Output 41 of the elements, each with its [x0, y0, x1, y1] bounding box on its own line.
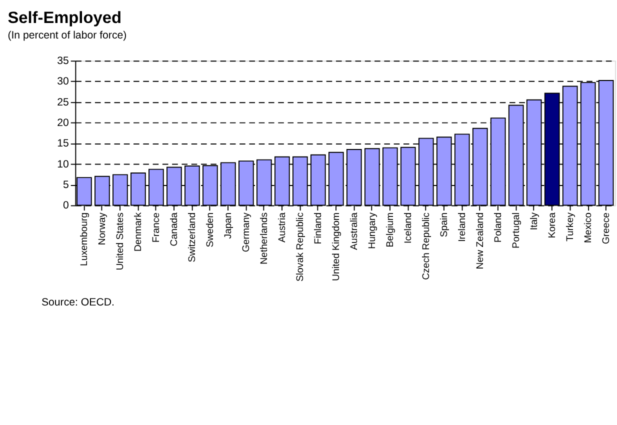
x-tick-label: Ireland [457, 212, 468, 242]
x-tick-label: Spain [439, 212, 450, 238]
x-tick-label: Canada [169, 212, 180, 246]
x-tick-label: Iceland [403, 212, 414, 244]
x-tick-label: Hungary [367, 212, 378, 249]
x-tick-label: Luxembourg [79, 212, 90, 266]
x-tick-label: Slovak Republic [295, 212, 306, 282]
x-tick-label: New Zealand [474, 212, 486, 270]
x-tick-label: Poland [492, 212, 504, 242]
x-tick-label: Sweden [205, 212, 216, 248]
x-tick-label: Belgium [385, 212, 396, 248]
x-tick-label: Austria [277, 212, 288, 242]
y-tick-label: 25 [57, 96, 70, 108]
x-tick-label: Finland [313, 212, 324, 244]
x-tick-label: Denmark [133, 212, 144, 252]
x-tick-label: Norway [97, 212, 108, 246]
chart-title: Self-Employed [8, 9, 122, 28]
y-tick-label: 0 [63, 200, 70, 212]
y-tick-label: 35 [57, 55, 70, 68]
chart-subtitle: (In percent of labor force) [8, 29, 127, 42]
y-tick-label: 15 [57, 138, 70, 150]
x-tick-label: Greece [600, 212, 612, 244]
x-tick-label: Korea [546, 212, 558, 238]
x-tick-label: Germany [241, 212, 252, 252]
x-tick-label: Switzerland [187, 212, 198, 262]
x-tick-label: Australia [349, 212, 360, 250]
x-tick-label: France [151, 212, 162, 242]
source-note: Source: OECD. [41, 296, 114, 309]
x-tick-label: Japan [223, 212, 234, 239]
y-tick-label: 20 [57, 116, 70, 129]
y-tick-label: 30 [57, 76, 70, 88]
x-tick-label: Netherlands [259, 212, 270, 264]
x-tick-label: United Kingdom [331, 212, 342, 281]
x-tick-label: Italy [528, 212, 540, 230]
x-tick-label: Turkey [564, 212, 576, 242]
x-tick-label: Mexico [582, 212, 594, 243]
y-tick-label: 10 [57, 158, 70, 170]
x-tick-label: Portugal [510, 212, 522, 248]
y-tick-label: 5 [63, 178, 70, 191]
x-tick-label: Czech Republic [421, 212, 432, 280]
x-tick-label: United States [115, 212, 126, 270]
